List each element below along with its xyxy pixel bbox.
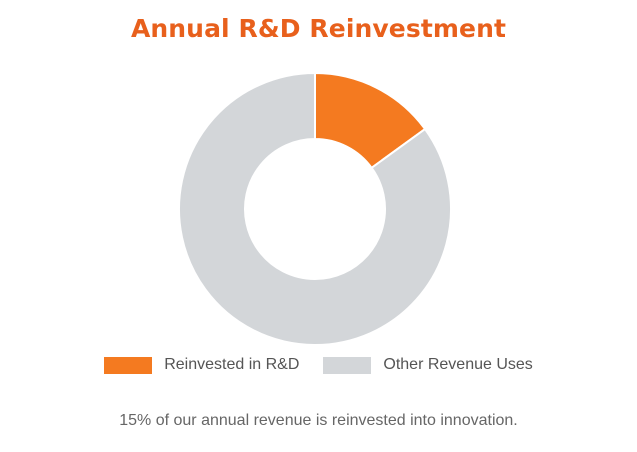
chart-legend: Reinvested in R&D Other Revenue Uses — [0, 356, 637, 374]
legend-swatch-rd — [104, 356, 153, 374]
legend-item-other[interactable]: Other Revenue Uses — [323, 356, 533, 374]
legend-swatch-other — [323, 356, 372, 374]
legend-label-other: Other Revenue Uses — [383, 356, 533, 373]
chart-caption: 15% of our annual revenue is reinvested … — [119, 412, 518, 429]
legend-label-rd: Reinvested in R&D — [164, 356, 300, 373]
donut-slice-other[interactable] — [178, 71, 452, 346]
legend-item-rd[interactable]: Reinvested in R&D — [104, 356, 299, 374]
chart-title: Annual R&D Reinvestment — [130, 14, 507, 43]
